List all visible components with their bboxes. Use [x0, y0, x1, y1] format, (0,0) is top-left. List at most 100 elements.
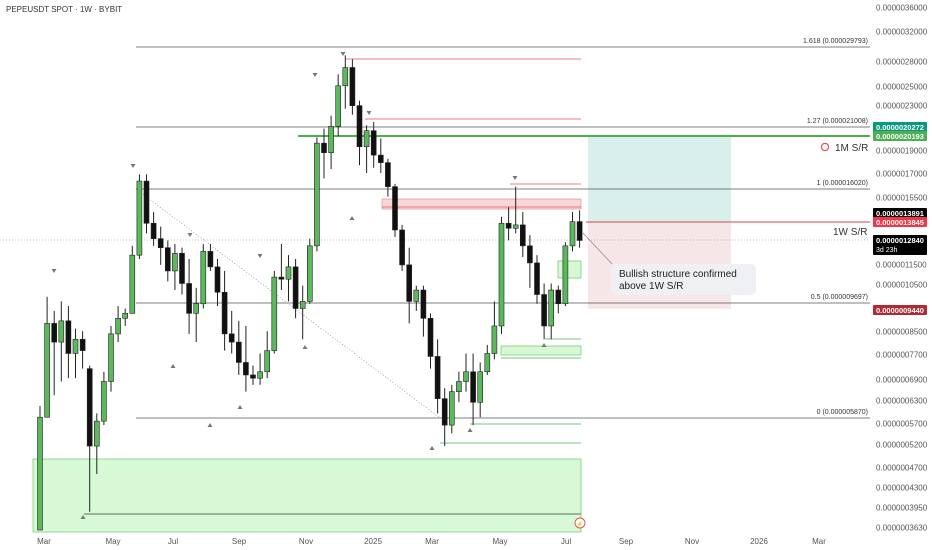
pivot-high-marker	[512, 176, 518, 180]
price-badge	[873, 217, 927, 227]
annotation-note-line: above 1W S/R	[619, 281, 684, 292]
candle-body	[392, 186, 398, 231]
candle-body	[328, 126, 334, 153]
candle-body	[271, 276, 278, 351]
candle-body	[129, 254, 136, 314]
candle-body	[491, 325, 498, 354]
candle-body	[363, 130, 370, 147]
price-badge-countdown: 3d 23h	[876, 247, 898, 254]
pivot-low-marker	[170, 364, 176, 368]
y-axis-tick-label: 0.0000028000	[876, 58, 928, 67]
candle-body	[37, 416, 43, 531]
pivot-high-marker	[340, 52, 346, 56]
annotation-note[interactable]: Bullish structure confirmed above 1W S/R	[611, 264, 756, 295]
x-axis-tick-label: Jul	[561, 537, 571, 546]
candle-body	[385, 162, 391, 187]
candle-body	[470, 371, 476, 403]
pivot-low-marker	[207, 423, 213, 427]
candle-body	[377, 154, 384, 163]
candle-body	[214, 266, 221, 293]
y-axis-tick-label: 0.0000015500	[876, 194, 928, 203]
fib-level-label: 0.5 (0.000009697)	[811, 294, 868, 301]
candle-body	[314, 142, 320, 247]
pivot-high-marker	[187, 233, 193, 237]
fib-level-label: 0 (0.000005870)	[817, 409, 868, 416]
fib-level-label: 1.618 (0.000029793)	[803, 38, 868, 45]
candle-body	[143, 180, 150, 224]
supply-zone	[381, 198, 582, 210]
y-axis-tick-label: 0.0000008500	[876, 328, 928, 337]
candle-body	[427, 318, 434, 357]
monthly-sr-label: 1M S/R	[835, 143, 868, 154]
candle-body	[65, 320, 72, 354]
pivot-low-marker	[237, 405, 243, 409]
candle-body	[306, 245, 313, 302]
candle-body	[562, 245, 569, 305]
y-axis-tick-label: 0.0000006300	[876, 397, 928, 406]
candle-body	[193, 303, 199, 314]
candle-body	[335, 85, 342, 127]
candle-body	[434, 356, 441, 399]
pivot-low-marker	[349, 216, 355, 220]
x-axis-tick-label: May	[492, 537, 507, 546]
y-axis-tick-label: 0.0000032000	[876, 28, 928, 37]
fib-level-label: 1.27 (0.000021008)	[807, 118, 868, 125]
candle-body	[257, 371, 263, 379]
candle-body	[207, 251, 214, 268]
pivot-high-marker	[366, 111, 372, 115]
candle-body	[498, 222, 505, 327]
candle-body	[236, 341, 242, 363]
candle-body	[243, 362, 249, 376]
price-badge	[873, 131, 927, 141]
y-axis-tick-label: 0.0000007700	[876, 351, 928, 360]
price-badge	[873, 305, 927, 315]
price-badge-label: 0.0000020193	[876, 132, 924, 141]
price-badge	[873, 208, 927, 218]
pivot-low-marker	[467, 428, 473, 432]
candle-body	[285, 266, 292, 280]
y-axis-tick-label: 0.0000017000	[876, 170, 928, 179]
pivot-high-marker	[130, 164, 136, 168]
candle-body	[101, 381, 107, 422]
price-badge	[873, 122, 927, 132]
candle-body	[413, 289, 420, 302]
x-axis-tick-label: Sep	[619, 537, 634, 546]
target-box	[588, 136, 731, 222]
candle-body	[122, 313, 128, 319]
x-axis-tick-label: Nov	[299, 537, 313, 546]
x-axis-tick-label: Jul	[168, 537, 178, 546]
candle-body	[420, 289, 427, 319]
x-axis-tick-label: May	[105, 537, 120, 546]
candle-body	[179, 252, 185, 284]
y-axis-tick-label: 0.0000003630	[876, 524, 928, 533]
candle-body	[399, 229, 405, 266]
candle-body	[278, 276, 285, 280]
annotation-connector	[582, 232, 613, 265]
candle-body	[484, 353, 491, 373]
x-axis-tick-label: Mar	[425, 537, 439, 546]
candle-body	[356, 105, 363, 147]
candle-body	[342, 67, 349, 87]
candle-body	[406, 264, 413, 302]
x-axis-tick-label: Mar	[37, 537, 51, 546]
candle-body	[51, 323, 58, 343]
price-badge-label: 0.0000020272	[876, 123, 924, 132]
lightning-glyph: ⚡	[576, 520, 583, 528]
candle-body	[548, 289, 555, 327]
candle-body	[136, 180, 143, 256]
y-axis-tick-label: 0.0000010500	[876, 281, 928, 290]
price-badge-label: 0.0000012840	[876, 236, 924, 245]
pivot-low-marker	[429, 446, 435, 450]
price-badge-label: 0.0000013845	[876, 218, 924, 227]
y-axis-tick-label: 0.0000005700	[876, 420, 928, 429]
y-axis-tick-label: 0.0000004700	[876, 464, 928, 473]
target-icon	[820, 142, 830, 152]
y-axis-tick-label: 0.0000023000	[876, 102, 928, 111]
candle-body	[569, 221, 576, 247]
candle-body	[115, 318, 121, 335]
x-axis-tick-label: Sep	[232, 537, 247, 546]
fib-level-label: 1 (0.000016020)	[817, 180, 868, 187]
demand-zone	[32, 458, 582, 533]
candle-body	[456, 381, 462, 392]
